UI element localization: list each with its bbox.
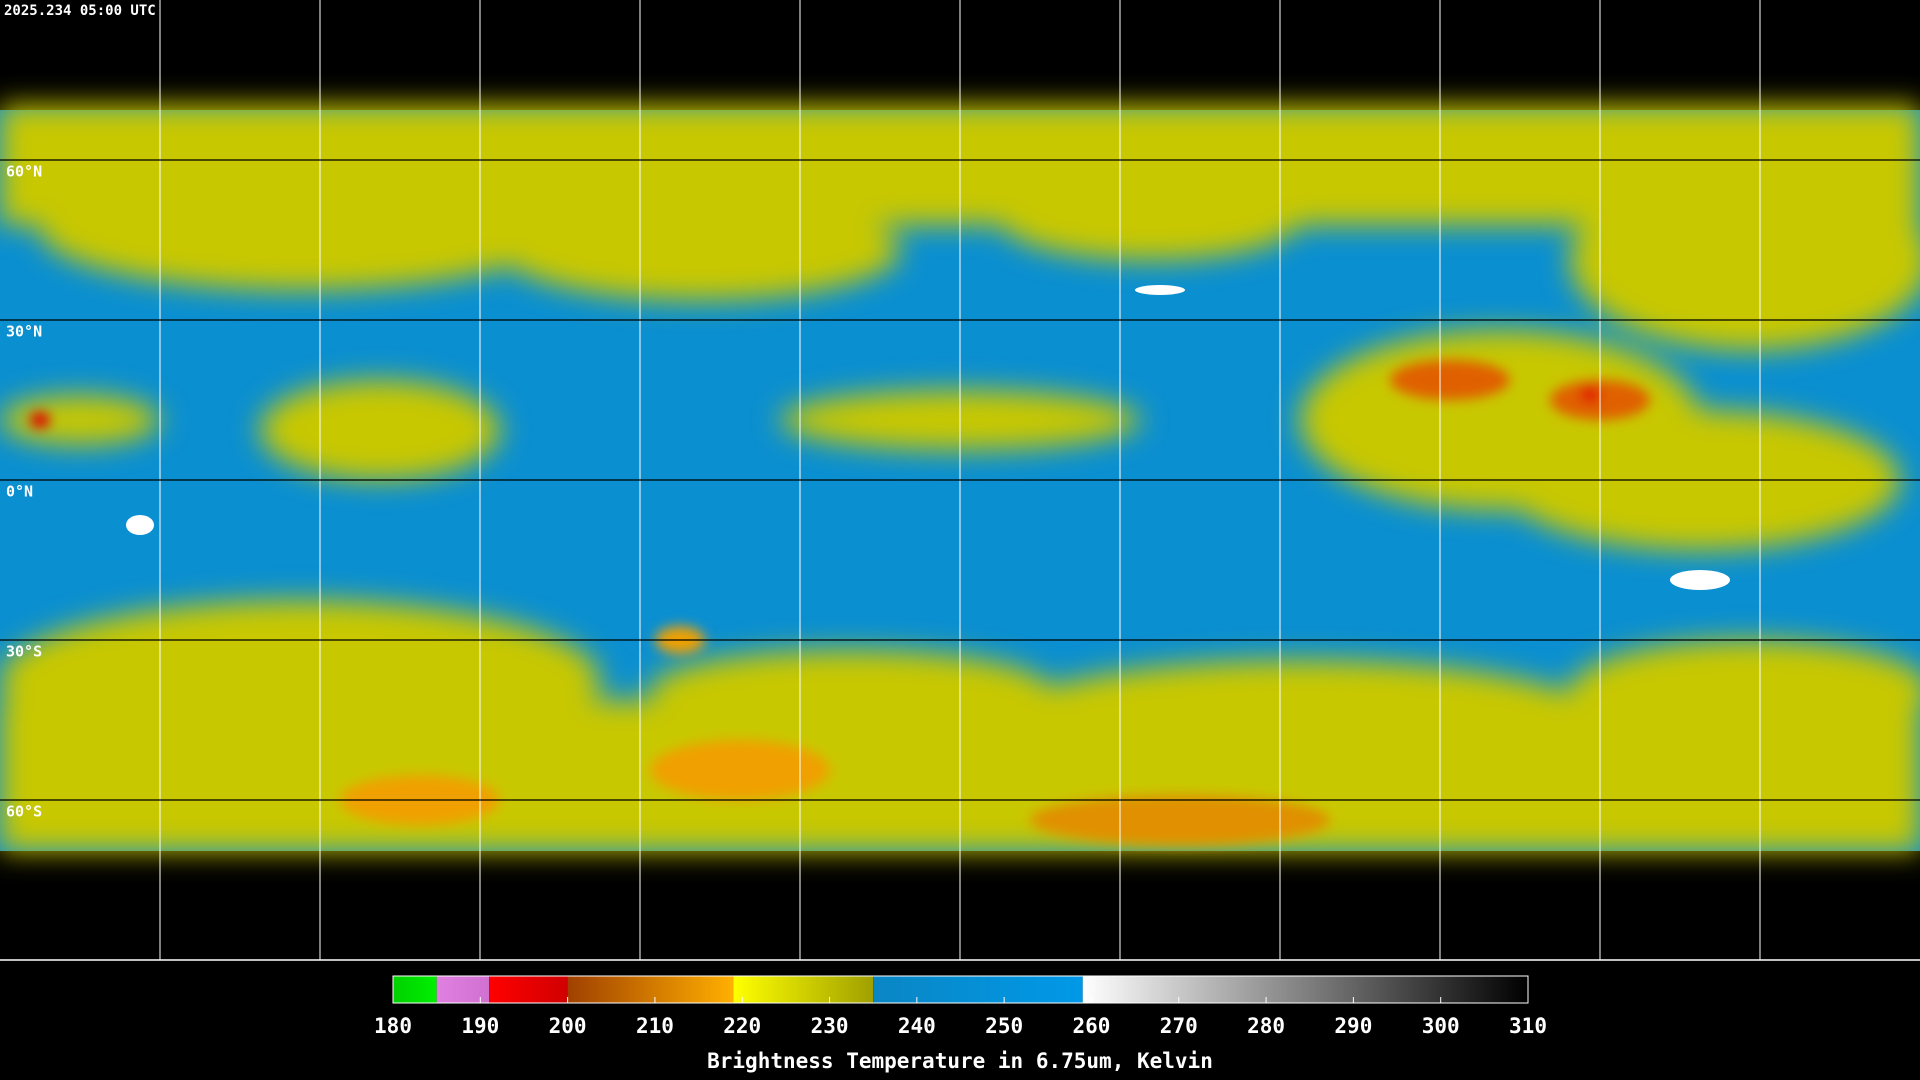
- colorbar-tick-label: 290: [1334, 1014, 1372, 1038]
- colorbar-segment: [489, 976, 568, 1003]
- colorbar-segment: [567, 976, 734, 1003]
- colorbar-tick-label: 210: [636, 1014, 674, 1038]
- colorbar-tick-label: 220: [723, 1014, 761, 1038]
- colorbar-tick-label: 270: [1160, 1014, 1198, 1038]
- lat-label: 60°S: [6, 803, 42, 821]
- lat-label: 0°N: [6, 483, 33, 501]
- colorbar-tick-label: 180: [374, 1014, 412, 1038]
- colorbar-segment: [733, 976, 874, 1003]
- colorbar-tick-label: 230: [811, 1014, 849, 1038]
- colorbar-frame: [392, 975, 1529, 1004]
- colorbar-segment: [1082, 976, 1528, 1003]
- colorbar-tick-label: 280: [1247, 1014, 1285, 1038]
- colorbar-tick-label: 190: [461, 1014, 499, 1038]
- colorbar-tick-label: 200: [549, 1014, 587, 1038]
- colorbar: 180 190 200 210 220 230 240 250 260 270 280 290 300 3…: [374, 975, 1547, 1038]
- colorbar-label: Brightness Temperature in 6.75um, Kelvin: [707, 1049, 1213, 1073]
- dry-spots: [126, 285, 1730, 590]
- colorbar-segment: [436, 976, 490, 1003]
- lat-label: 30°S: [6, 643, 42, 661]
- lat-label: 30°N: [6, 323, 42, 341]
- colorbar-tick-label: 260: [1072, 1014, 1110, 1038]
- graticule: 60°N 30°N 0°N 30°S 60°S: [0, 0, 1920, 960]
- colorbar-tick-label: 240: [898, 1014, 936, 1038]
- lat-label: 60°N: [6, 163, 42, 181]
- colorbar-segment: [873, 976, 1083, 1003]
- timestamp: 2025.234 05:00 UTC: [4, 3, 156, 19]
- colorbar-segment: [393, 976, 437, 1003]
- colorbar-tick-label: 300: [1422, 1014, 1460, 1038]
- colorbar-tick-label: 250: [985, 1014, 1023, 1038]
- colorbar-tick-label: 310: [1509, 1014, 1547, 1038]
